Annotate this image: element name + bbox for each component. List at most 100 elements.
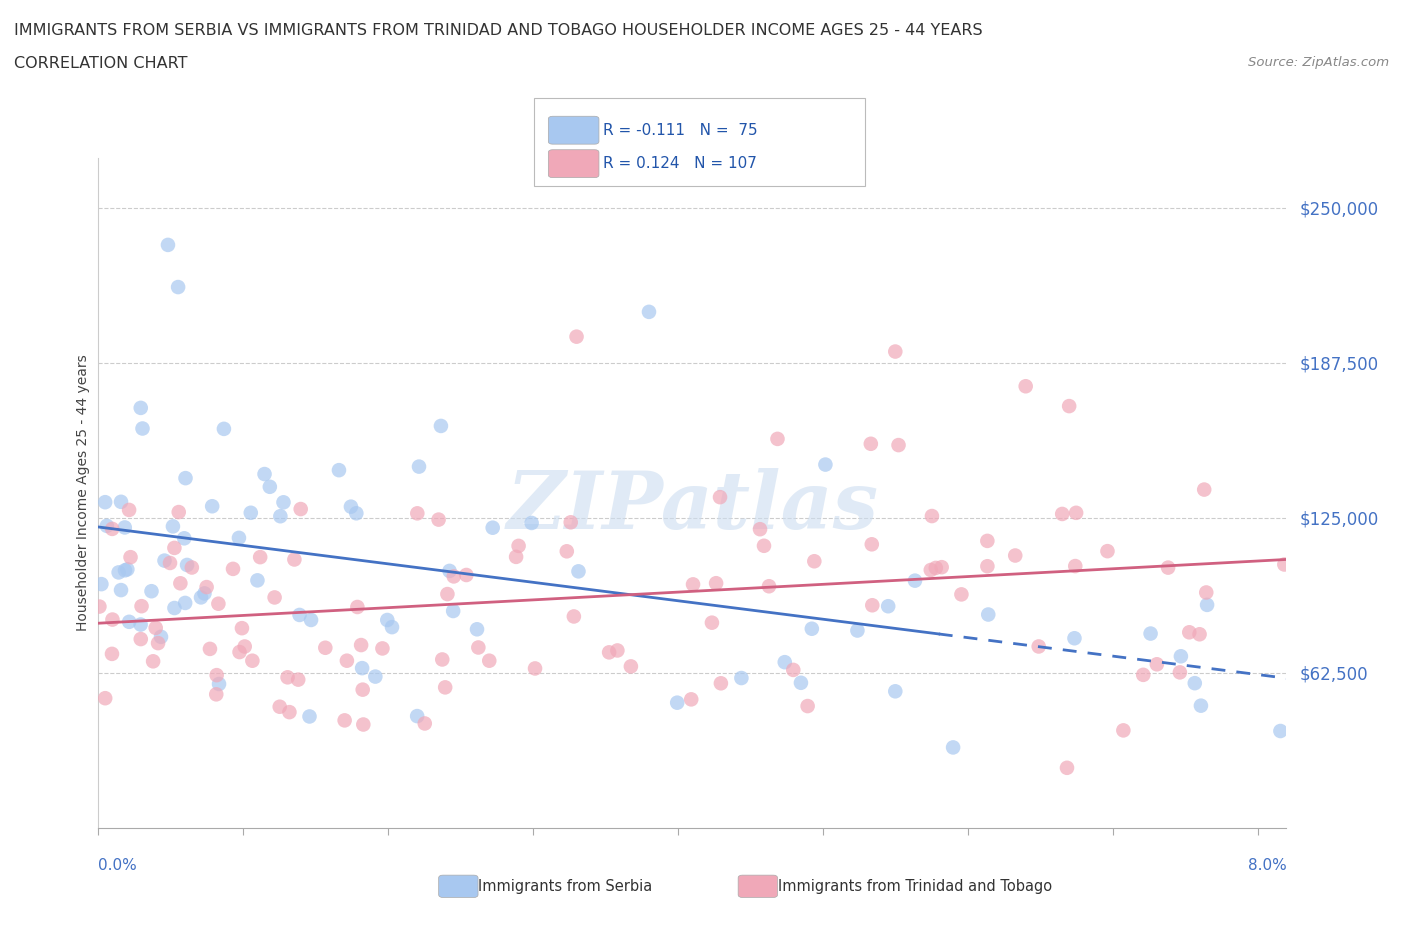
Point	[208, 676, 231, 691]
Point	[758, 578, 780, 593]
Point	[481, 520, 503, 535]
Point	[259, 479, 281, 494]
Point	[131, 599, 153, 614]
Point	[700, 616, 723, 631]
Point	[925, 561, 948, 576]
Point	[129, 401, 152, 416]
Point	[1004, 548, 1026, 563]
Point	[114, 520, 136, 535]
Point	[371, 641, 394, 656]
Point	[129, 618, 152, 632]
Point	[142, 654, 165, 669]
Point	[567, 564, 589, 578]
Point	[249, 550, 271, 565]
Point	[176, 557, 198, 572]
Point	[846, 623, 869, 638]
Point	[333, 713, 356, 728]
Point	[1192, 482, 1215, 497]
Point	[233, 639, 256, 654]
Point	[263, 590, 285, 604]
Point	[117, 562, 139, 577]
Point	[89, 599, 111, 614]
Point	[120, 550, 142, 565]
Point	[228, 644, 250, 659]
Point	[212, 421, 235, 436]
Point	[682, 577, 704, 591]
Point	[1178, 625, 1201, 640]
Point	[346, 600, 368, 615]
Text: Source: ZipAtlas.com: Source: ZipAtlas.com	[1249, 56, 1389, 69]
Point	[560, 515, 582, 530]
Point	[222, 562, 245, 577]
Point	[478, 653, 501, 668]
Point	[439, 564, 461, 578]
Point	[174, 471, 197, 485]
Point	[681, 692, 703, 707]
Point	[352, 660, 374, 675]
Point	[118, 615, 141, 630]
Point	[710, 676, 733, 691]
Point	[290, 501, 312, 516]
Point	[1064, 505, 1087, 520]
Point	[565, 329, 588, 344]
Point	[173, 531, 195, 546]
Point	[150, 630, 173, 644]
Point	[228, 530, 250, 545]
Point	[145, 620, 167, 635]
Point	[1112, 723, 1135, 737]
Point	[620, 659, 643, 674]
Point	[920, 563, 942, 578]
Point	[406, 506, 429, 521]
Point	[766, 432, 789, 446]
Point	[406, 709, 429, 724]
Point	[950, 587, 973, 602]
Point	[606, 643, 628, 658]
Point	[887, 438, 910, 453]
Point	[205, 687, 228, 702]
Text: Immigrants from Serbia: Immigrants from Serbia	[478, 879, 652, 894]
Point	[101, 522, 124, 537]
Point	[884, 344, 907, 359]
Point	[1170, 649, 1192, 664]
Point	[976, 559, 998, 574]
Point	[1272, 557, 1295, 572]
Text: 0.0%: 0.0%	[98, 857, 138, 872]
Point	[195, 579, 218, 594]
Point	[340, 499, 363, 514]
Point	[375, 613, 398, 628]
Point	[860, 537, 883, 551]
Y-axis label: Householder Income Ages 25 - 44 years: Householder Income Ages 25 - 44 years	[76, 354, 90, 631]
Point	[163, 601, 186, 616]
Point	[800, 621, 823, 636]
Point	[129, 631, 152, 646]
Text: R = -0.111   N =  75: R = -0.111 N = 75	[603, 123, 758, 138]
Point	[977, 607, 1000, 622]
Point	[246, 573, 269, 588]
Point	[730, 671, 752, 685]
Point	[94, 691, 117, 706]
Point	[814, 458, 837, 472]
Point	[1050, 507, 1073, 522]
Point	[336, 653, 359, 668]
Point	[436, 587, 458, 602]
Point	[430, 418, 453, 433]
Point	[803, 554, 825, 569]
Point	[118, 502, 141, 517]
Point	[352, 683, 374, 698]
Point	[921, 509, 943, 524]
Point	[107, 565, 129, 579]
Point	[790, 675, 813, 690]
Point	[352, 717, 374, 732]
Point	[253, 467, 276, 482]
Point	[201, 498, 224, 513]
Point	[163, 540, 186, 555]
Point	[169, 576, 191, 591]
Point	[283, 552, 305, 567]
Point	[505, 550, 527, 565]
Point	[350, 638, 373, 653]
Text: CORRELATION CHART: CORRELATION CHART	[14, 56, 187, 71]
Text: IMMIGRANTS FROM SERBIA VS IMMIGRANTS FROM TRINIDAD AND TOBAGO HOUSEHOLDER INCOME: IMMIGRANTS FROM SERBIA VS IMMIGRANTS FRO…	[14, 23, 983, 38]
Point	[1189, 698, 1212, 713]
Point	[193, 586, 215, 601]
Point	[167, 280, 190, 295]
